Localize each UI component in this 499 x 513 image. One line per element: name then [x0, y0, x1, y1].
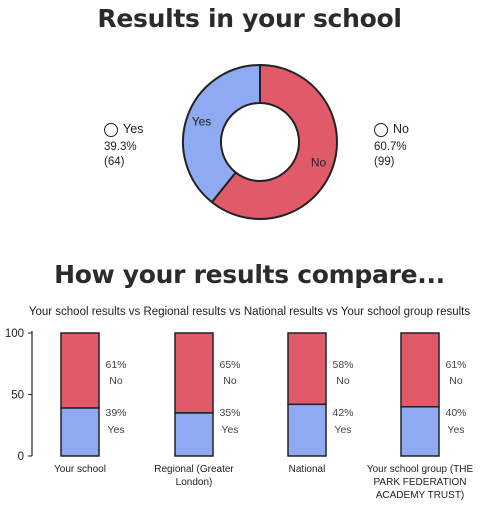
page-title: Results in your school [97, 4, 402, 33]
donut-slice-no [210, 63, 338, 220]
bar-label-yes-percent: 40% [445, 407, 466, 419]
legend-no-count: (99) [374, 156, 395, 168]
bar-yes [287, 403, 327, 457]
category-label: ACADEMY TRUST) [376, 490, 465, 501]
bar-label-yes: Yes [107, 424, 124, 436]
category-label: Your school [54, 464, 106, 475]
category-label: National [289, 464, 326, 475]
legend-yes-percent: 39.3% [104, 141, 137, 153]
chart-subtitle: Your school results vs Regional results … [28, 306, 471, 318]
category-label: Your school group (THE [367, 464, 474, 475]
bar-label-no-percent: 65% [219, 359, 240, 371]
bar-no [400, 332, 440, 408]
legend-yes-count: (64) [104, 156, 125, 168]
donut-slice-yes [182, 63, 261, 204]
legend-no-label: No [393, 122, 409, 136]
y-tick-label: 0 [18, 451, 24, 463]
donut-label-yes: Yes [192, 114, 212, 128]
y-tick-label: 50 [11, 390, 24, 402]
bar-yes [400, 406, 440, 457]
y-tick-label: 100 [5, 328, 24, 340]
bar-no [174, 332, 214, 414]
bar-label-no: No [223, 375, 237, 387]
category-label: London) [176, 477, 213, 488]
category-label: Regional (Greater [154, 464, 234, 475]
bar-label-no-percent: 58% [332, 359, 353, 371]
bar-yes [60, 407, 100, 457]
bar-label-yes-percent: 39% [105, 407, 126, 419]
bar-label-no-percent: 61% [105, 359, 126, 371]
bar-label-no: No [449, 375, 463, 387]
legend-yes-label: Yes [123, 122, 144, 136]
bar-no [60, 332, 100, 409]
donut-label-no: No [311, 156, 327, 170]
bar-label-yes: Yes [221, 424, 238, 436]
donut-chart: No Yes [182, 63, 338, 220]
bar-label-yes-percent: 42% [332, 407, 353, 419]
legend-no: No 60.7% (99) [374, 122, 409, 170]
legend-yes: Yes 39.3% (64) [104, 122, 143, 170]
compare-title: How your results compare... [54, 260, 445, 289]
no-swatch-icon [374, 122, 388, 137]
yes-swatch-icon [104, 122, 118, 137]
bar-label-yes-percent: 35% [219, 407, 240, 419]
comparison-bar-chart: 0 50 100 61% No 39% Yes Your school 65% No 35% Yes R… [5, 328, 474, 501]
legend-no-percent: 60.7% [374, 141, 407, 153]
bar-no [287, 332, 327, 406]
bar-label-no: No [109, 375, 123, 387]
bar-label-yes: Yes [447, 424, 464, 436]
bar-yes [174, 412, 214, 457]
bar-label-no: No [336, 375, 350, 387]
bar-label-no-percent: 61% [445, 359, 466, 371]
category-label: PARK FEDERATION [374, 477, 467, 488]
bar-label-yes: Yes [334, 424, 351, 436]
